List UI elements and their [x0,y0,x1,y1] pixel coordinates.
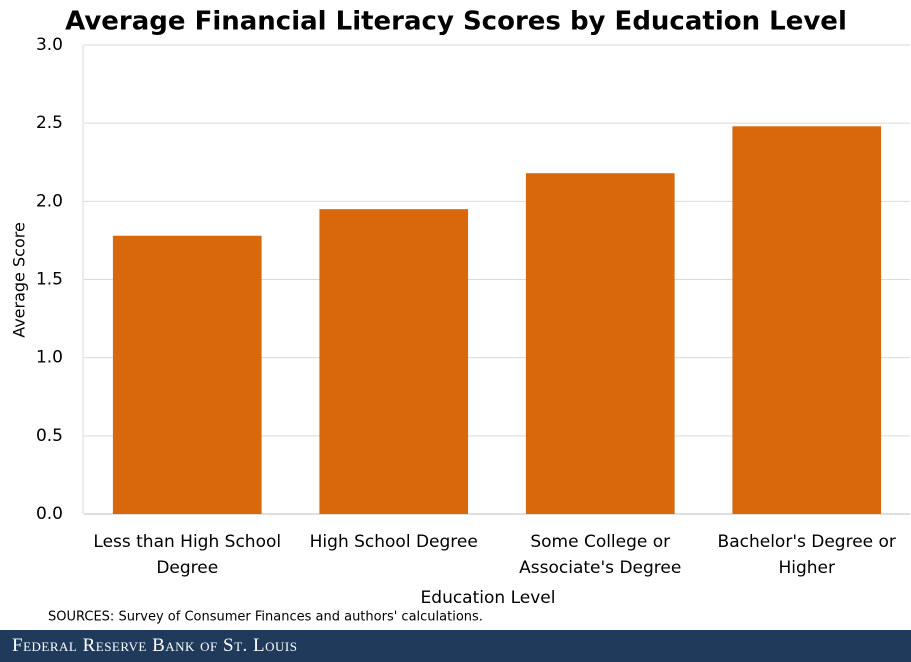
x-axis-label: Education Level [421,588,556,608]
x-tick-label: Less than High School Degree [93,532,282,578]
bar [732,126,882,514]
x-tick-label: High School Degree [309,532,478,552]
y-tick-label: 0.5 [36,426,63,446]
x-tick-label: Some College or Associate's Degree [519,532,682,578]
source-note: SOURCES: Survey of Consumer Finances and… [48,610,483,625]
y-tick-label: 1.5 [36,270,63,290]
y-tick-label: 0.0 [36,504,63,524]
bar [319,209,469,514]
x-tick-label: Bachelor's Degree or Higher [717,532,896,578]
y-tick-label: 1.0 [36,348,63,368]
y-tick-label: 2.5 [36,113,63,133]
bar [525,173,675,514]
y-tick-label: 3.0 [36,35,63,55]
footer-text: Federal Reserve Bank of St. Louis [12,635,298,656]
chart-title: Average Financial Literacy Scores by Edu… [65,7,847,37]
bar [112,235,262,514]
y-tick-label: 2.0 [36,191,63,211]
footer-band: Federal Reserve Bank of St. Louis [0,630,911,662]
y-axis-label: Average Score [10,222,29,338]
